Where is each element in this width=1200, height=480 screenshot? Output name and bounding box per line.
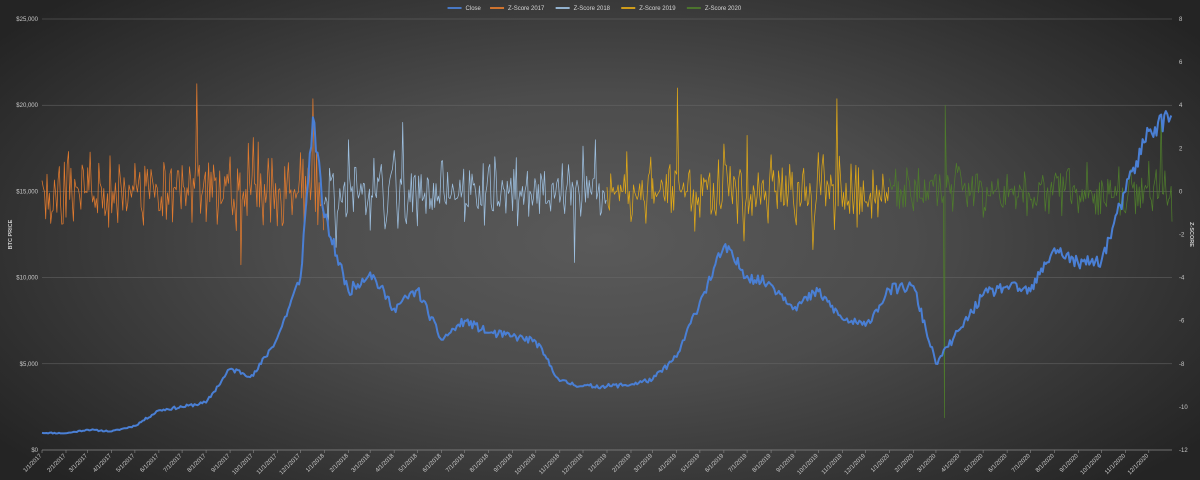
y2-tick-label: 8: [1179, 17, 1183, 23]
y-tick-label: $0: [31, 448, 38, 454]
x-tick-label: 4/1/2019: [657, 453, 678, 474]
x-tick-label: 3/1/2018: [351, 453, 372, 474]
y2-tick-label: -8: [1179, 362, 1185, 368]
x-tick-label: 9/1/2017: [211, 453, 232, 474]
y-tick-label: $5,000: [20, 362, 39, 368]
x-tick-label: 4/1/2018: [375, 453, 396, 474]
x-tick-label: 10/1/2019: [797, 453, 821, 477]
x-tick-label: 8/1/2018: [469, 453, 490, 474]
x-tick-label: 2/1/2018: [329, 453, 350, 474]
x-tick-label: 5/1/2020: [964, 453, 985, 474]
x-tick-label: 12/1/2017: [279, 453, 303, 477]
legend-label: Close: [466, 6, 482, 12]
x-tick-label: 11/1/2020: [1104, 453, 1127, 476]
y2-tick-label: 2: [1179, 146, 1183, 152]
x-tick-label: 8/1/2019: [752, 453, 773, 474]
x-tick-label: 7/1/2018: [445, 453, 466, 474]
y2-tick-label: -6: [1179, 319, 1185, 325]
x-tick-label: 2/1/2017: [47, 453, 68, 474]
x-tick-label: 1/1/2019: [588, 453, 609, 474]
series-line-z-score-2017: [41, 83, 325, 266]
x-tick-label: 12/1/2020: [1127, 453, 1151, 477]
y2-tick-label: -2: [1179, 233, 1185, 239]
x-tick-label: 6/1/2019: [705, 453, 726, 474]
x-tick-label: 12/1/2019: [844, 453, 868, 477]
legend-label: Z-Score 2017: [508, 6, 545, 12]
series-line-z-score-2020: [889, 104, 1173, 419]
y2-tick-label: 4: [1179, 103, 1183, 109]
x-tick-label: 3/1/2020: [917, 453, 938, 474]
x-tick-label: 7/1/2017: [163, 453, 184, 474]
x-tick-label: 6/1/2018: [422, 453, 443, 474]
x-tick-label: 7/1/2020: [1011, 453, 1032, 474]
grid-lines: [42, 18, 1172, 451]
x-tick-label: 6/1/2020: [988, 453, 1009, 474]
legend: Close Z-Score 2017 Z-Score 2018 Z-Score 201…: [447, 6, 742, 12]
x-tick-label: 5/1/2019: [681, 453, 702, 474]
x-tick-label: 10/1/2020: [1080, 453, 1104, 477]
x-tick-label: 8/1/2017: [187, 453, 208, 474]
x-tick-label: 1/1/2017: [23, 453, 44, 474]
y2-tick-label: 0: [1179, 189, 1183, 195]
x-tick-label: 8/1/2020: [1035, 453, 1056, 474]
y2-tick-label: -4: [1179, 276, 1185, 282]
x-tick-label: 6/1/2017: [140, 453, 161, 474]
x-tick-label: 10/1/2017: [232, 453, 256, 477]
x-tick-label: 7/1/2019: [728, 453, 749, 474]
x-tick-label: 3/1/2017: [68, 453, 89, 474]
y-tick-label: $15,000: [16, 189, 38, 195]
y2-tick-label: -12: [1179, 448, 1188, 454]
series-line-z-score-2019: [606, 87, 890, 250]
series-line-z-score-2018: [324, 122, 607, 263]
y2-tick-label: -10: [1179, 405, 1188, 411]
y-axis-title: BTC PRICE: [8, 219, 14, 249]
x-tick-label: 9/1/2018: [493, 453, 514, 474]
x-tick-label: 9/1/2020: [1059, 453, 1080, 474]
legend-label: Z-Score 2020: [705, 6, 742, 12]
x-tick-label: 5/1/2017: [116, 453, 137, 474]
x-tick-label: 4/1/2017: [92, 453, 113, 474]
legend-label: Z-Score 2019: [639, 6, 676, 12]
x-tick-label: 11/1/2017: [256, 453, 279, 476]
x-tick-label: 10/1/2018: [514, 453, 538, 477]
x-tick-label: 3/1/2019: [633, 453, 654, 474]
series-line-close: [41, 110, 1173, 435]
x-tick-label: 12/1/2018: [561, 453, 585, 477]
x-tick-label: 1/1/2018: [305, 453, 326, 474]
legend-label: Z-Score 2018: [574, 6, 611, 12]
y-tick-label: $25,000: [16, 17, 38, 23]
x-tick-label: 11/1/2019: [821, 453, 844, 476]
y2-tick-label: 6: [1179, 60, 1183, 66]
y-tick-label: $10,000: [16, 276, 38, 282]
x-tick-label: 1/1/2020: [870, 453, 891, 474]
y-tick-label: $20,000: [16, 103, 38, 109]
plot-series: [41, 83, 1173, 435]
x-tick-label: 2/1/2020: [894, 453, 915, 474]
x-tick-label: 9/1/2019: [776, 453, 797, 474]
x-tick-label: 11/1/2018: [538, 453, 561, 476]
x-tick-label: 5/1/2018: [398, 453, 419, 474]
x-tick-label: 2/1/2019: [612, 453, 633, 474]
x-tick-label: 4/1/2020: [941, 453, 962, 474]
y2-axis-title: Z-SCORE: [1188, 222, 1194, 247]
